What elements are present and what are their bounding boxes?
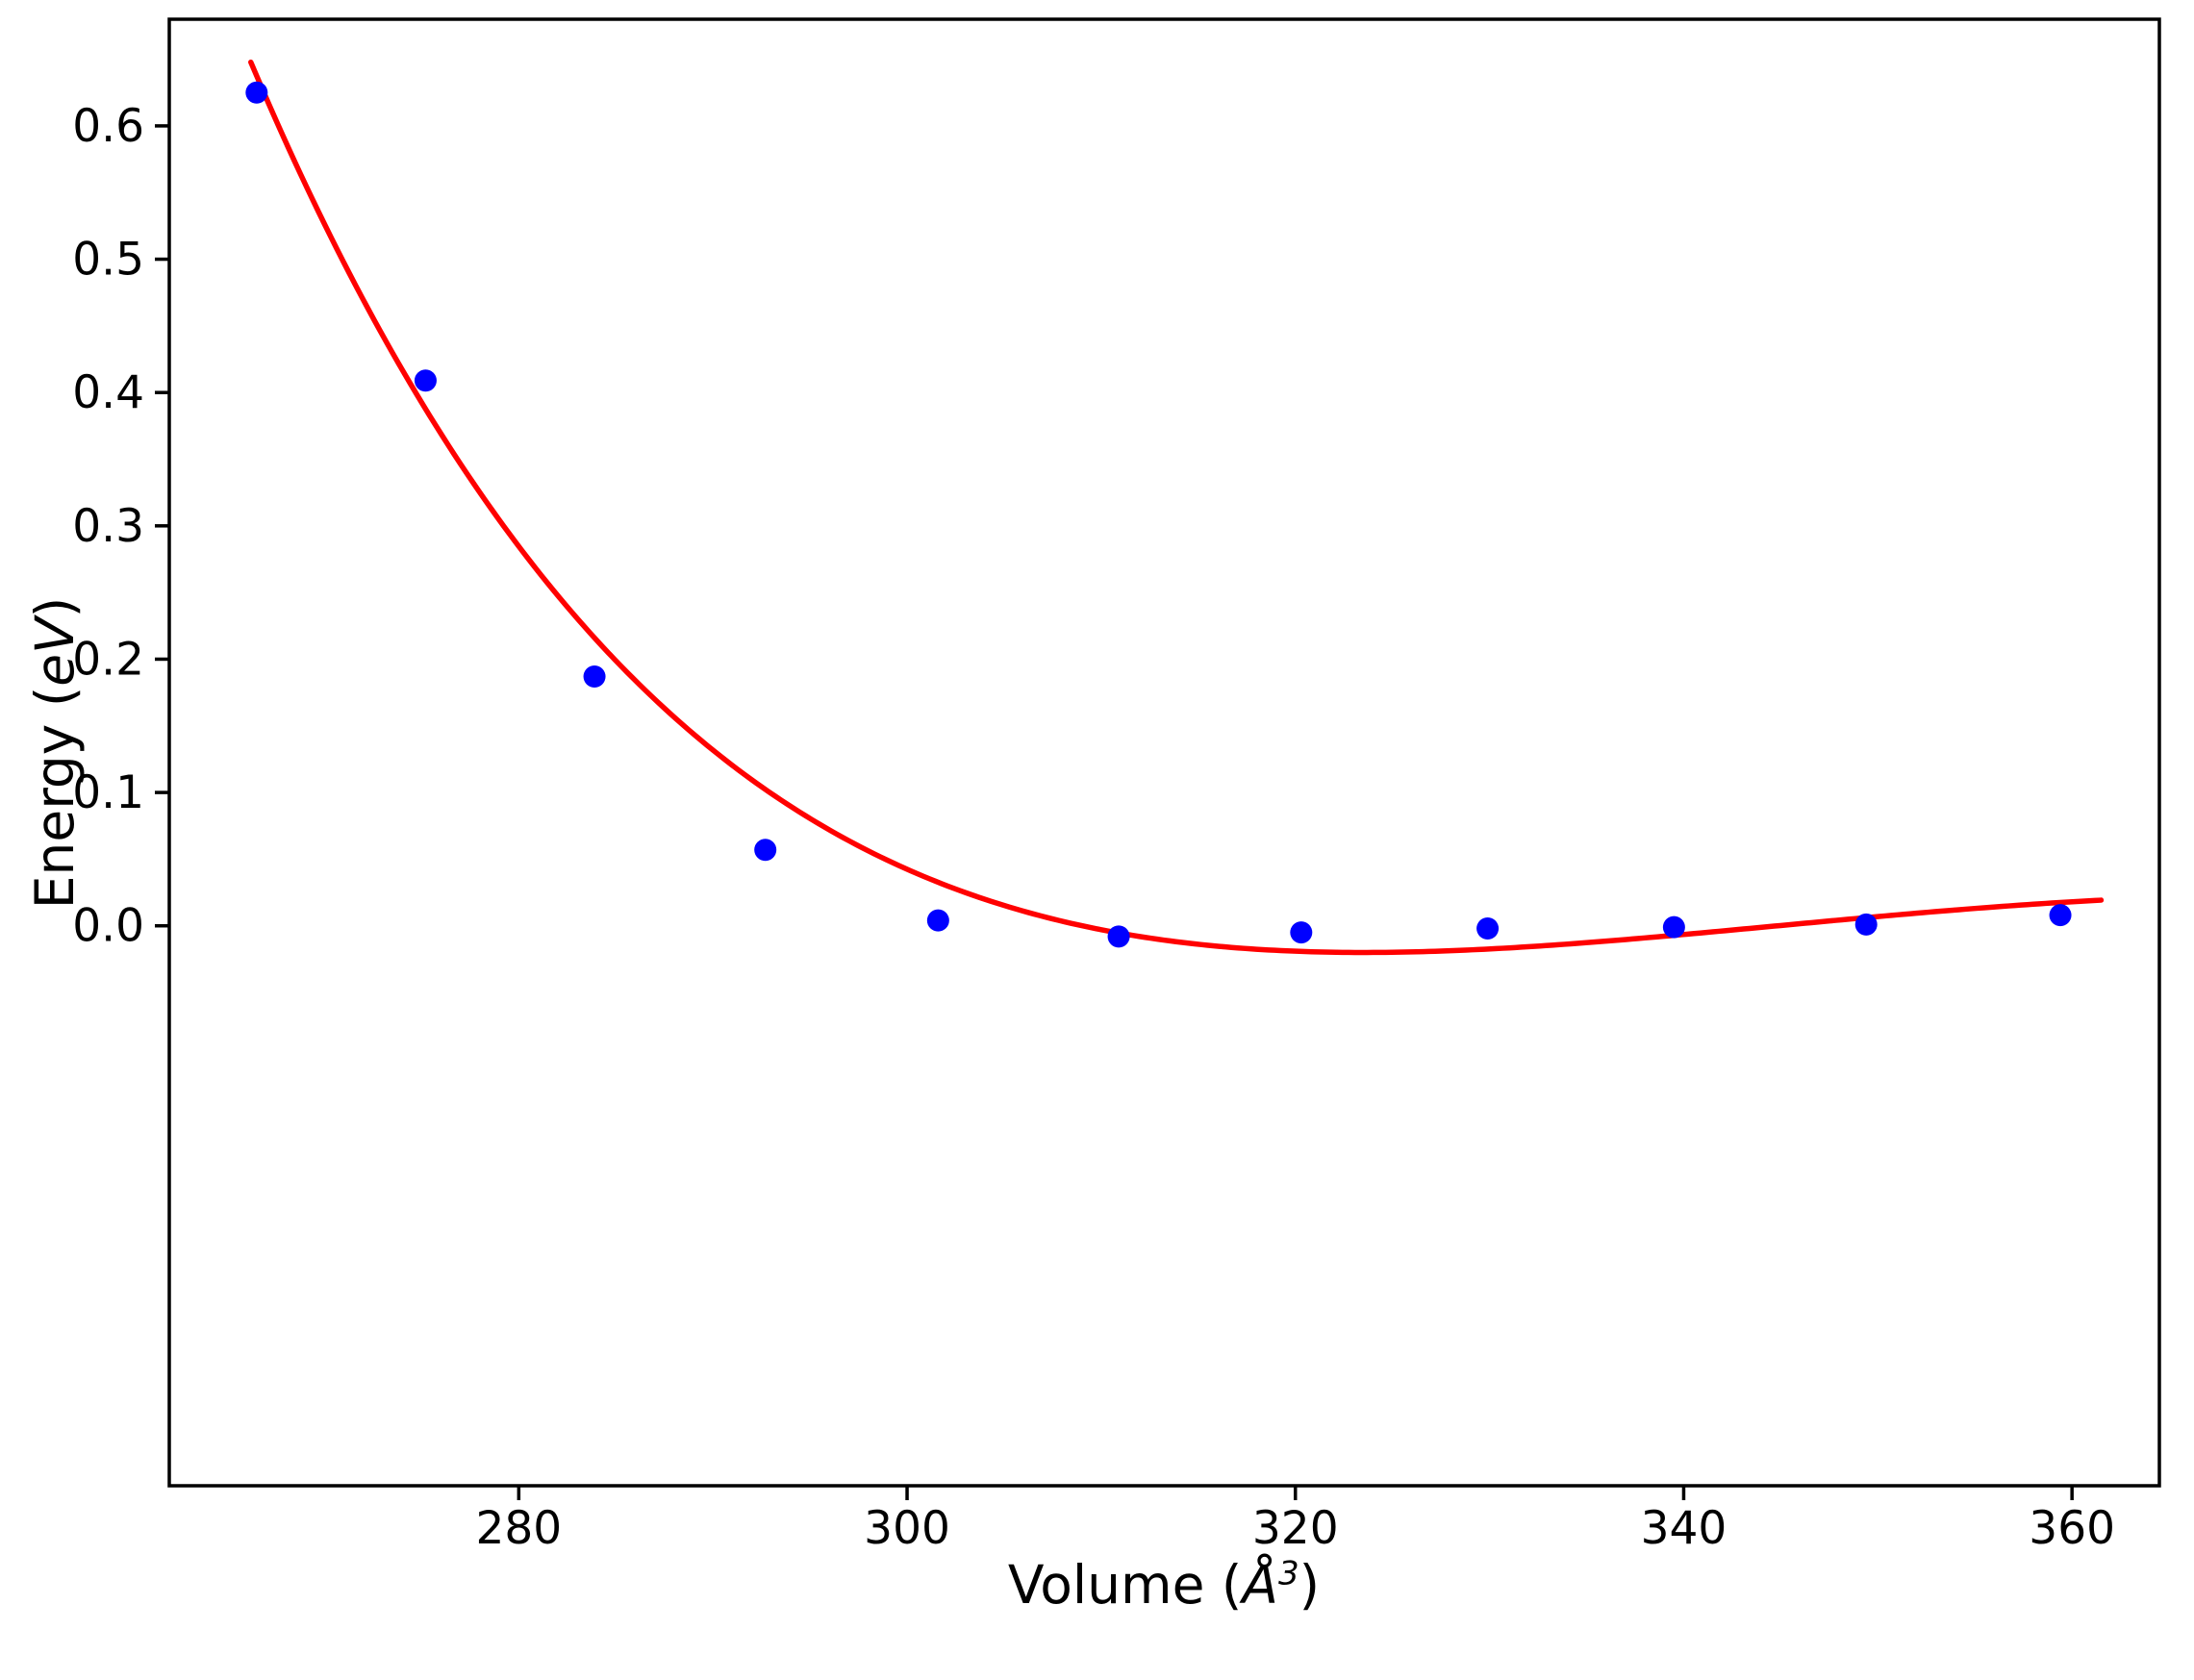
y-axis-label: Energy (eV) bbox=[23, 596, 86, 910]
y-tick-label: 0.6 bbox=[72, 100, 144, 153]
x-axis-label: Volume (Å3) bbox=[1008, 1556, 1320, 1615]
x-axis-label-suffix: ) bbox=[1299, 1554, 1321, 1616]
x-tick-label: 300 bbox=[864, 1502, 950, 1555]
x-tick-label: 360 bbox=[2029, 1502, 2115, 1555]
data-point bbox=[1662, 915, 1685, 939]
y-tick-label: 0.0 bbox=[72, 900, 144, 953]
x-axis-label-prefix: Volume ( bbox=[1007, 1554, 1243, 1616]
y-tick-label: 0.1 bbox=[72, 766, 144, 819]
y-tick-label: 0.5 bbox=[72, 234, 144, 287]
data-point bbox=[414, 369, 437, 392]
y-axis-label-prefix: Energy ( bbox=[23, 686, 86, 910]
data-point bbox=[1290, 921, 1313, 944]
data-point bbox=[2049, 904, 2072, 927]
data-point bbox=[583, 664, 606, 688]
x-tick-label: 320 bbox=[1252, 1502, 1339, 1555]
data-point bbox=[1107, 925, 1130, 948]
y-tick-label: 0.2 bbox=[72, 633, 144, 686]
plot-frame bbox=[167, 17, 2161, 1488]
data-point bbox=[1476, 917, 1500, 940]
x-tick-label: 280 bbox=[475, 1502, 562, 1555]
fit-curve bbox=[248, 59, 2105, 956]
angstrom-exponent: 3 bbox=[1277, 1554, 1299, 1593]
ev-unit-symbol: eV bbox=[23, 617, 86, 687]
y-axis-label-suffix: ) bbox=[23, 596, 86, 618]
data-point bbox=[926, 909, 949, 932]
data-point bbox=[754, 839, 777, 862]
x-tick-label: 340 bbox=[1641, 1502, 1727, 1555]
y-tick-label: 0.3 bbox=[72, 500, 144, 553]
data-point bbox=[1854, 913, 1878, 936]
y-tick-label: 0.4 bbox=[72, 366, 144, 419]
angstrom-symbol: Å bbox=[1242, 1554, 1278, 1616]
data-point bbox=[245, 81, 268, 104]
